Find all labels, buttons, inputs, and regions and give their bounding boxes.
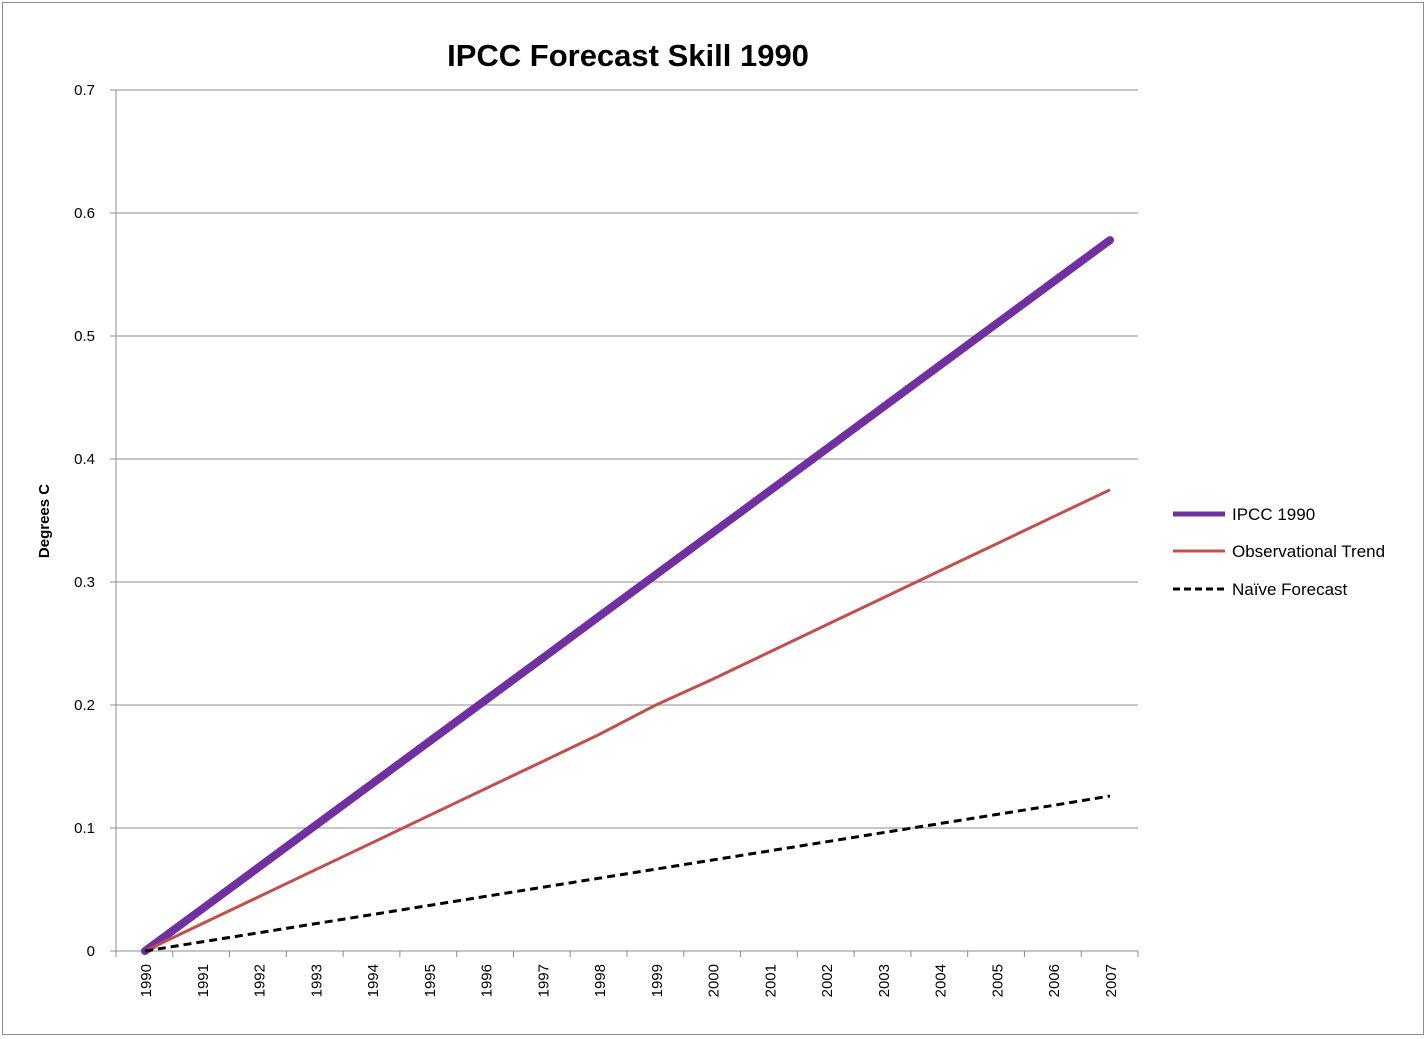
- y-tick-labels: 0 0.1 0.2 0.3 0.4 0.5 0.6 0.7: [74, 82, 95, 960]
- y-tick-label: 0.7: [74, 82, 95, 99]
- x-tick-label: 1997: [535, 964, 552, 997]
- chart-title: IPCC Forecast Skill 1990: [447, 38, 809, 73]
- x-tick-label: 2007: [1103, 964, 1120, 997]
- series-line-2: [144, 794, 1111, 953]
- x-tick-label: 1994: [365, 964, 382, 997]
- x-tick-label: 2001: [762, 964, 779, 997]
- y-tick-label: 0.6: [74, 205, 95, 222]
- y-tick-label: 0.5: [74, 328, 95, 345]
- x-tick-label: 1999: [649, 964, 666, 997]
- x-tick-label: 2006: [1046, 964, 1063, 997]
- axes: [110, 89, 1139, 957]
- x-tick-label: 1995: [422, 964, 439, 997]
- x-tick-label: 1996: [479, 964, 496, 997]
- x-tick-label: 1992: [252, 964, 269, 997]
- legend: IPCC 1990 Observational Trend Naïve Foreca…: [1173, 505, 1385, 599]
- x-tick-label: 2003: [876, 964, 893, 997]
- y-axis-label: Degrees C: [36, 484, 53, 558]
- x-tick-label: 1991: [195, 964, 212, 997]
- series-lines: [141, 236, 1114, 955]
- x-tick-label: 1990: [138, 964, 155, 997]
- legend-label-1: Observational Trend: [1232, 542, 1385, 561]
- legend-label-2: Naïve Forecast: [1232, 580, 1348, 599]
- x-tick-label: 2004: [933, 964, 950, 997]
- y-tick-label: 0.2: [74, 697, 95, 714]
- x-tick-label: 2000: [706, 964, 723, 997]
- series-line-1: [144, 488, 1111, 953]
- x-tick-label: 2002: [819, 964, 836, 997]
- gridlines: [116, 89, 1138, 829]
- y-tick-label: 0: [87, 943, 95, 960]
- y-tick-label: 0.1: [74, 820, 95, 837]
- x-tick-label: 1998: [592, 964, 609, 997]
- series-line-0: [141, 236, 1114, 955]
- x-tick-label: 2005: [989, 964, 1006, 997]
- y-tick-label: 0.3: [74, 574, 95, 591]
- x-tick-labels: 1990 1991 1992 1993 1994 1995 1996 1997 1998 1999…: [138, 964, 1120, 997]
- x-tick-label: 1993: [308, 964, 325, 997]
- legend-label-0: IPCC 1990: [1232, 505, 1315, 524]
- y-tick-label: 0.4: [74, 451, 95, 468]
